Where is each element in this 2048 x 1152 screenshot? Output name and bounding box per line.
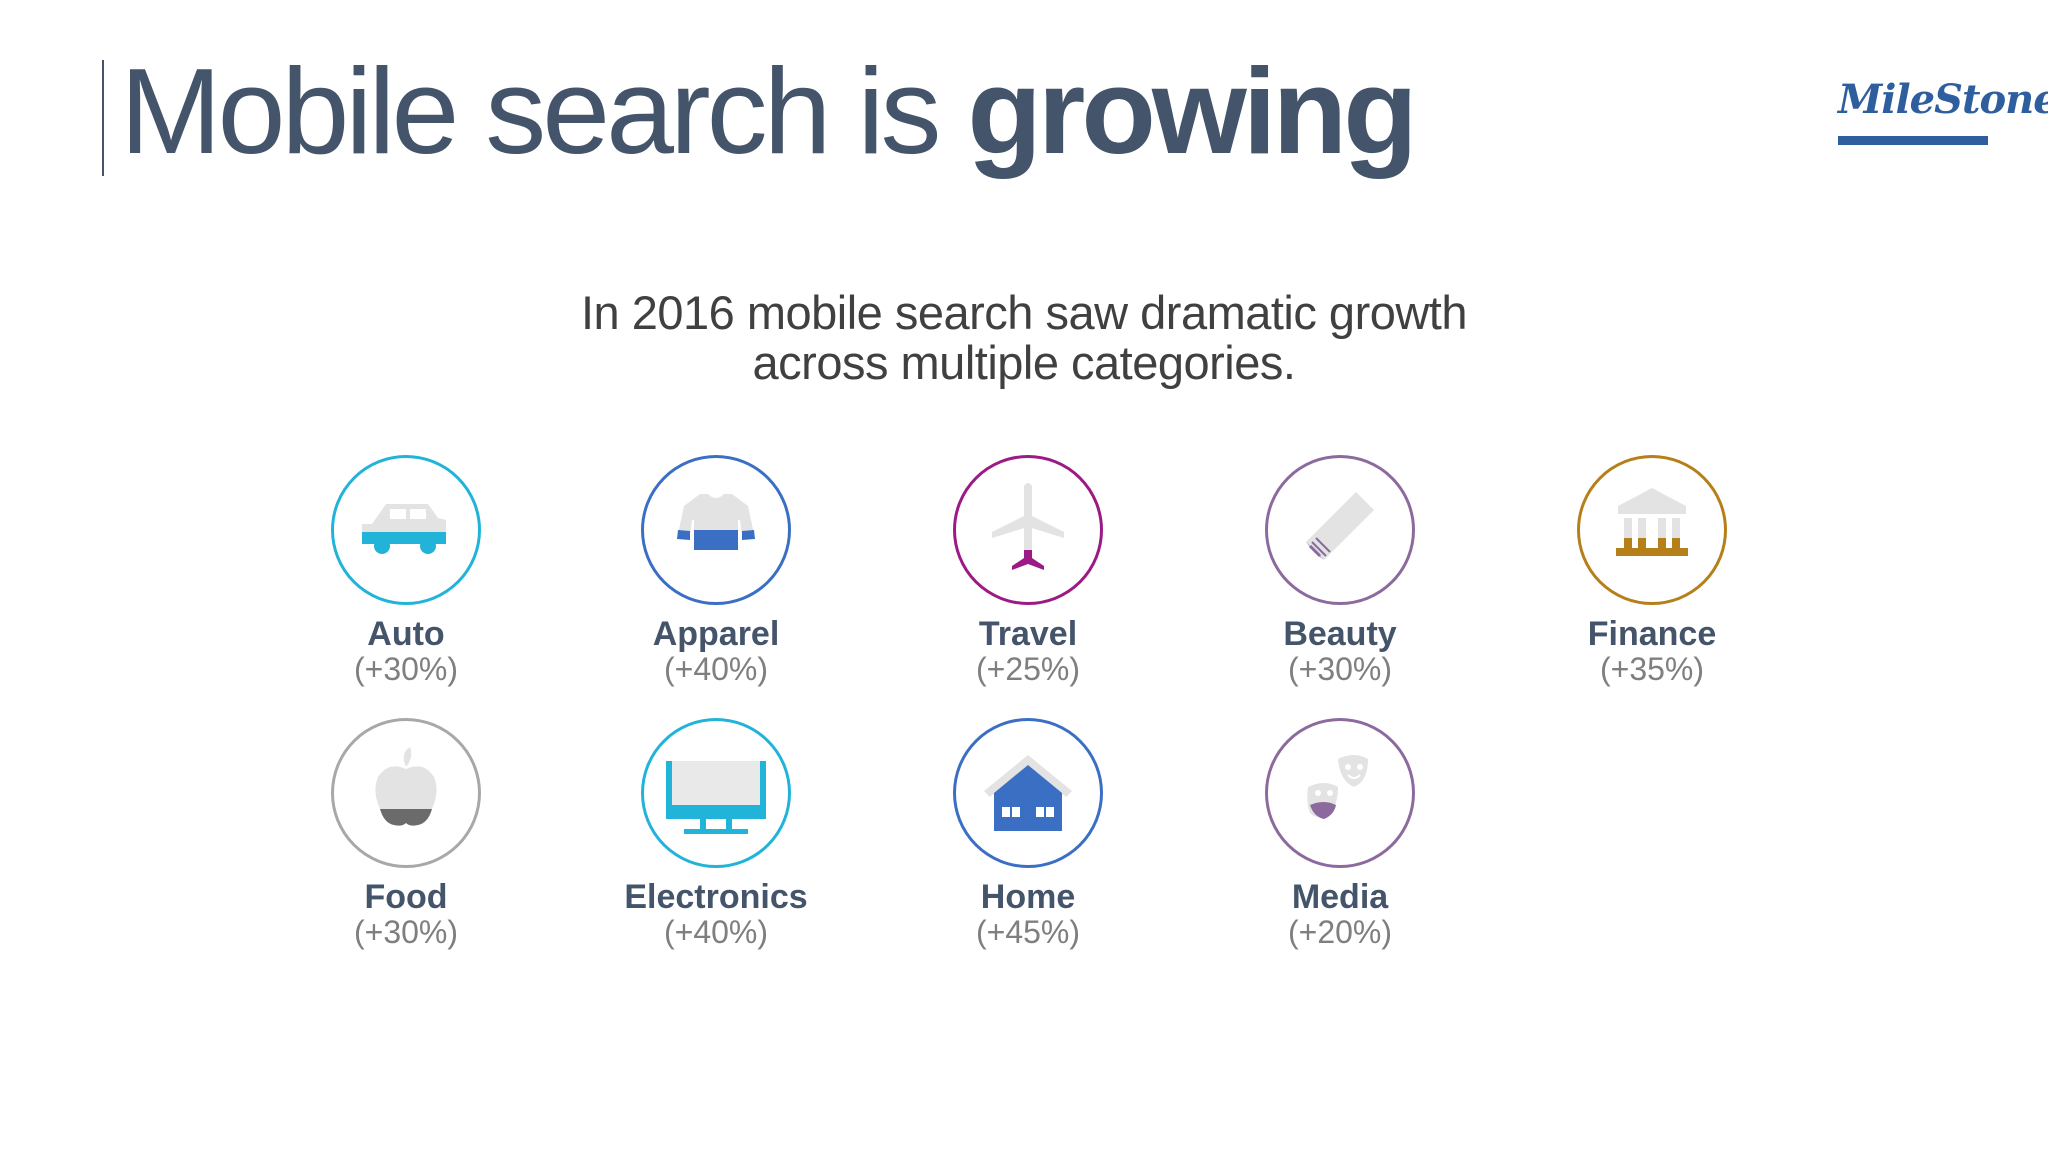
category-name: Apparel bbox=[652, 615, 780, 653]
page-title: Mobile search is growing bbox=[120, 43, 1418, 179]
category-name: Home bbox=[980, 878, 1076, 916]
category-travel: Travel (+25%) bbox=[898, 455, 1158, 687]
category-icon-circle bbox=[331, 718, 481, 868]
category-electronics: Electronics (+40%) bbox=[586, 718, 846, 950]
title-bold-text: growing bbox=[967, 43, 1417, 179]
category-icon-circle bbox=[641, 718, 791, 868]
category-food: Food (+30%) bbox=[276, 718, 536, 950]
category-media: Media (+20%) bbox=[1210, 718, 1470, 950]
bank-icon bbox=[1616, 488, 1688, 556]
category-name: Beauty bbox=[1283, 615, 1397, 653]
category-change: (+20%) bbox=[1287, 914, 1393, 950]
theater-masks-icon bbox=[1307, 755, 1368, 819]
category-change: (+30%) bbox=[353, 651, 459, 687]
category-home: Home (+45%) bbox=[898, 718, 1158, 950]
logo-underline bbox=[1838, 136, 1988, 145]
category-icon-circle bbox=[1577, 455, 1727, 605]
logo-text: MileStone bbox=[1838, 76, 2048, 123]
car-icon bbox=[362, 504, 446, 554]
category-change: (+45%) bbox=[975, 914, 1081, 950]
category-icon-circle bbox=[953, 718, 1103, 868]
category-name: Media bbox=[1291, 878, 1389, 916]
airplane-icon bbox=[992, 483, 1064, 570]
category-name: Finance bbox=[1587, 615, 1717, 653]
category-change: (+30%) bbox=[353, 914, 459, 950]
title-regular-text: Mobile search is bbox=[120, 43, 968, 179]
milestone-logo: MileStone bbox=[1838, 76, 2048, 146]
subtitle-line-2: across multiple categories. bbox=[752, 336, 1296, 389]
category-apparel: Apparel (+40%) bbox=[586, 455, 846, 687]
category-icon-circle bbox=[953, 455, 1103, 605]
category-auto: Auto (+30%) bbox=[276, 455, 536, 687]
category-name: Travel bbox=[978, 615, 1078, 653]
category-change: (+40%) bbox=[663, 914, 769, 950]
category-beauty: Beauty (+30%) bbox=[1210, 455, 1470, 687]
title-accent-bar bbox=[102, 60, 104, 176]
apple-icon bbox=[375, 747, 437, 826]
category-icon-circle bbox=[641, 455, 791, 605]
sweater-icon bbox=[677, 494, 755, 550]
category-name: Food bbox=[364, 878, 448, 916]
subtitle-line-1: In 2016 mobile search saw dramatic growt… bbox=[581, 286, 1468, 339]
category-icon-circle bbox=[331, 455, 481, 605]
tv-icon bbox=[666, 761, 766, 834]
category-icon-circle bbox=[1265, 455, 1415, 605]
category-icon-circle bbox=[1265, 718, 1415, 868]
category-finance: Finance (+35%) bbox=[1522, 455, 1782, 687]
house-icon bbox=[984, 755, 1072, 831]
category-name: Electronics bbox=[624, 878, 808, 916]
category-name: Auto bbox=[367, 615, 445, 653]
category-change: (+30%) bbox=[1287, 651, 1393, 687]
comb-icon bbox=[1306, 492, 1374, 560]
category-change: (+25%) bbox=[975, 651, 1081, 687]
category-change: (+40%) bbox=[663, 651, 769, 687]
category-change: (+35%) bbox=[1599, 651, 1705, 687]
